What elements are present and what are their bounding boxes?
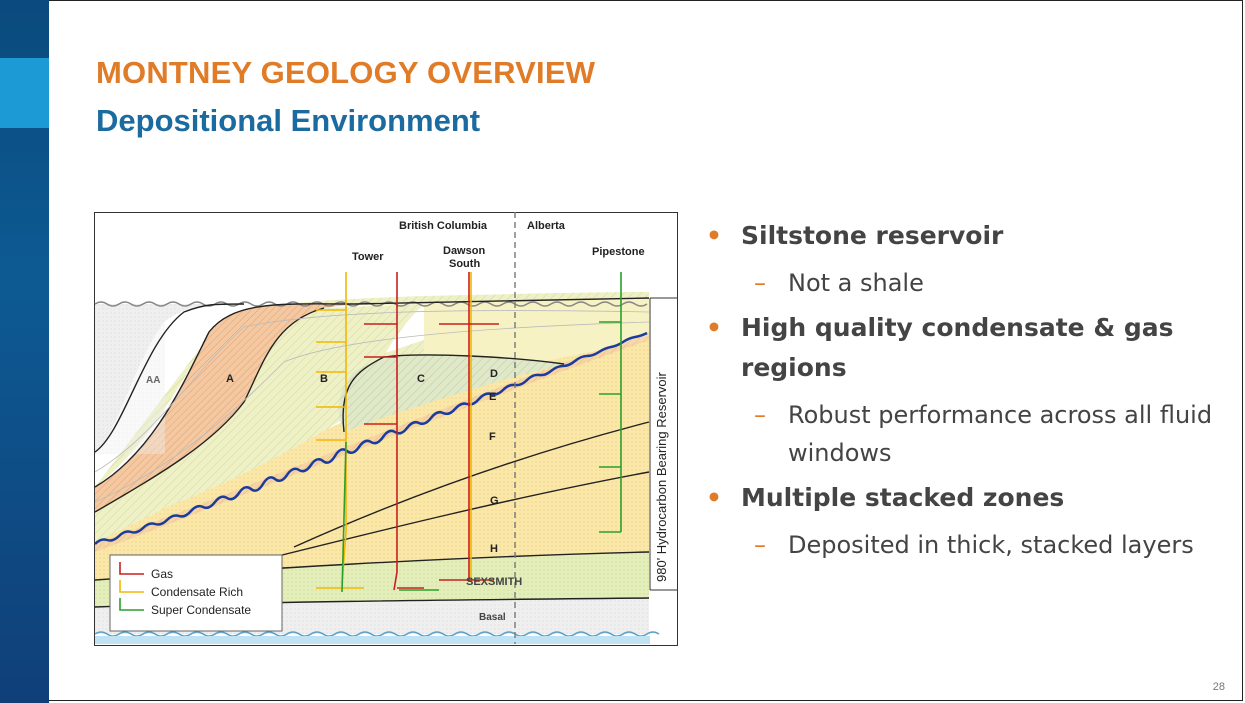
bullet-list: • Siltstone reservoir – Not a shale • High …: [706, 214, 1226, 570]
well-label-dawson: Dawson: [443, 245, 485, 257]
zone-label-f: F: [489, 431, 496, 443]
region-label-ab: Alberta: [527, 220, 566, 232]
thickness-bracket: [649, 297, 678, 591]
legend-condensate-swatch: [119, 580, 144, 593]
legend-super-swatch: [119, 598, 144, 611]
zone-label-c: C: [417, 373, 425, 385]
zone-c: [338, 354, 564, 432]
wells: [316, 272, 622, 593]
geology-cross-section: British Columbia Alberta Tower Dawson So…: [94, 212, 678, 646]
bullet-text: High quality condensate & gas regions: [741, 313, 1174, 382]
sub-bullet-marker: –: [754, 269, 766, 297]
bullet-item: • High quality condensate & gas regions: [706, 308, 1226, 388]
slide-title: MONTNEY GEOLOGY OVERVIEW: [96, 55, 596, 90]
zone-label-a: A: [226, 373, 234, 385]
zone-label-basal: Basal: [479, 612, 506, 623]
zone-label-e: E: [489, 391, 496, 403]
well-tower-gas: [393, 272, 398, 591]
zone-b: [95, 304, 424, 532]
slide-subtitle: Depositional Environment: [96, 103, 481, 138]
side-accent: [0, 58, 49, 128]
basement: [95, 636, 650, 644]
thickness-label: 980' Hydrocarbon Bearing Reservoir: [654, 371, 669, 582]
sub-bullet-marker: –: [754, 531, 766, 559]
region-label-bc: British Columbia: [399, 220, 488, 232]
legend-super-label: Super Condensate: [151, 603, 251, 617]
sub-bullet-item: – Not a shale: [706, 264, 1226, 302]
zone-label-h: H: [490, 543, 498, 555]
bullet-marker: •: [706, 483, 722, 512]
well-label-pipestone: Pipestone: [592, 246, 645, 258]
legend-gas-swatch: [119, 562, 144, 575]
zone-label-b: B: [320, 373, 328, 385]
zone-a: [95, 303, 354, 512]
bullet-text: Multiple stacked zones: [741, 483, 1065, 512]
zone-label-d: D: [490, 368, 498, 380]
sub-bullet-marker: –: [754, 401, 766, 429]
well-label-dawson-south: South: [449, 258, 480, 270]
legend: Gas Condensate Rich Super Condensate: [109, 554, 283, 632]
sub-bullet-text: Not a shale: [788, 269, 924, 297]
page-number: 28: [1212, 681, 1225, 693]
zone-label-g: G: [490, 495, 499, 507]
sub-bullet-text: Deposited in thick, stacked layers: [788, 531, 1194, 559]
zone-label-aa: AA: [146, 375, 160, 386]
legend-gas-label: Gas: [151, 567, 173, 581]
bullet-item: • Siltstone reservoir: [706, 216, 1226, 256]
zone-label-sexsmith: SEXSMITH: [466, 576, 522, 588]
bullet-text: Siltstone reservoir: [741, 221, 1004, 250]
sub-bullet-item: – Deposited in thick, stacked layers: [706, 526, 1226, 564]
well-label-tower: Tower: [352, 251, 384, 263]
bullet-marker: •: [706, 313, 722, 342]
legend-condensate-label: Condensate Rich: [151, 585, 243, 599]
sub-bullet-text: Robust performance across all fluid wind…: [788, 401, 1213, 467]
sub-bullet-item: – Robust performance across all fluid win…: [706, 396, 1226, 472]
legend-box: [109, 554, 283, 632]
unconformity-line: [94, 331, 648, 545]
bullet-item: • Multiple stacked zones: [706, 478, 1226, 518]
well-tower-super: [341, 441, 347, 593]
bullet-marker: •: [706, 221, 722, 250]
